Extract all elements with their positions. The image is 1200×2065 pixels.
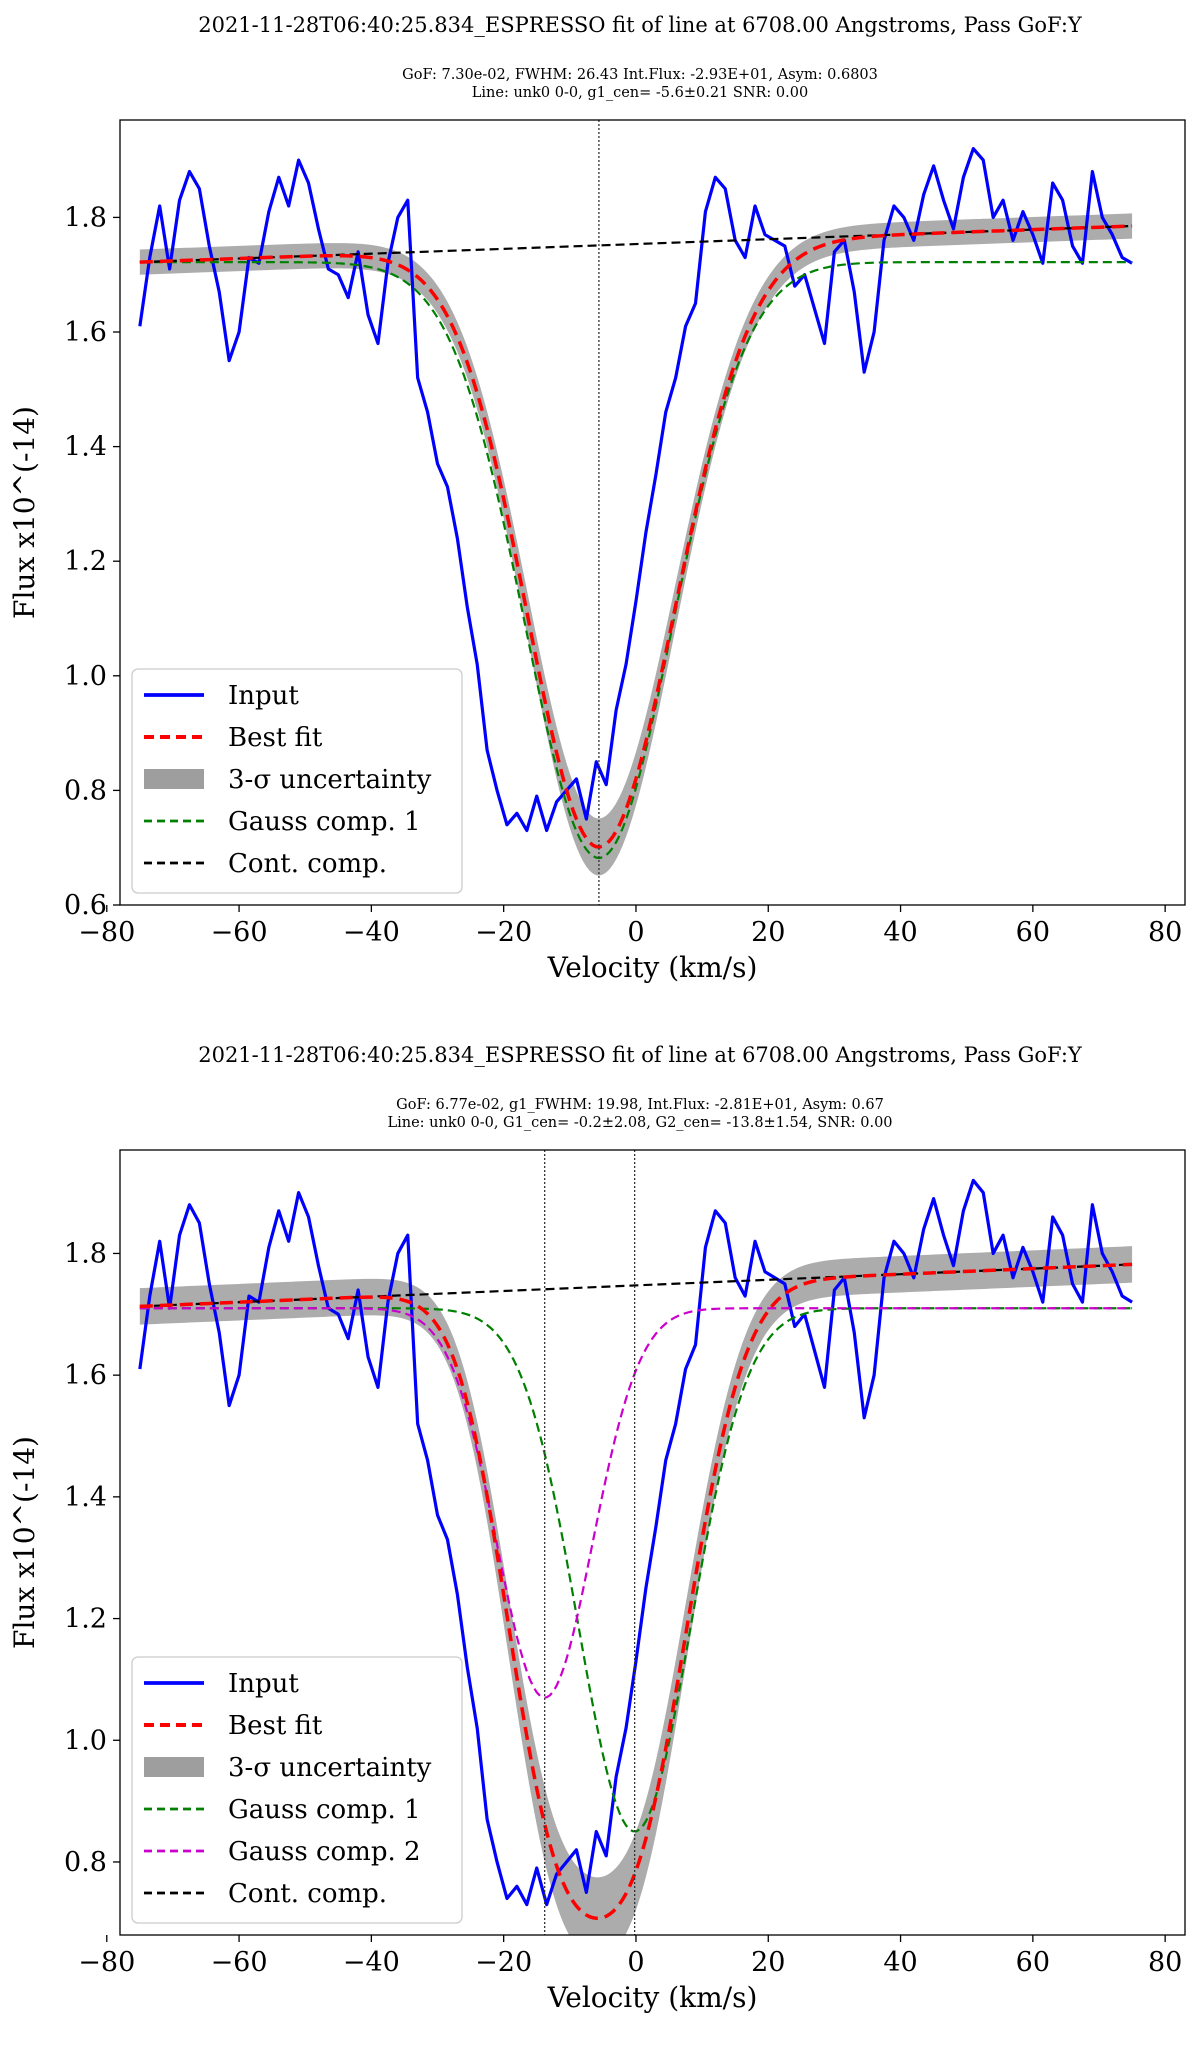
chart-title: 2021-11-28T06:40:25.834_ESPRESSO fit of … (198, 1043, 1083, 1067)
series-line-best-fit (139, 1262, 1133, 1921)
x-axis-label: Velocity (km/s) (547, 951, 758, 984)
y-tick-label: 1.2 (64, 1604, 107, 1635)
series-line-gauss-comp-1 (139, 261, 1133, 860)
series-line-input (138, 1178, 1133, 1907)
legend (131, 668, 463, 894)
figure-2: 2021-11-28T06:40:25.834_ESPRESSO fit of … (0, 1030, 1200, 2060)
chart-svg: 2021-11-28T06:40:25.834_ESPRESSO fit of … (8, 13, 1186, 984)
x-tick-label: 80 (1148, 1947, 1182, 1978)
y-tick-label: 1.6 (64, 1360, 107, 1391)
chart-subtitle-line: Line: unk0 0-0, G1_cen= -0.2±2.08, G2_ce… (387, 1115, 892, 1131)
x-tick-label: −40 (343, 1947, 400, 1978)
series-line-continuum (139, 224, 1133, 264)
x-tick-label: 0 (627, 917, 644, 948)
y-tick-label: 1.8 (64, 202, 107, 233)
legend-label: Gauss comp. 1 (228, 807, 421, 837)
plot-frame (119, 119, 1186, 906)
legend-swatch (144, 769, 204, 789)
y-axis-label: Flux x10^(-14) (8, 406, 41, 619)
y-tick-label: 0.8 (64, 1847, 107, 1878)
uncertainty-band (139, 1246, 1133, 1935)
legend-label: Best fit (228, 723, 323, 753)
legend-label: Cont. comp. (228, 1879, 387, 1909)
y-tick-label: 1.2 (64, 546, 107, 577)
legend-label: 3-σ uncertainty (228, 765, 432, 795)
x-tick-label: −80 (78, 1947, 135, 1978)
x-tick-label: 20 (751, 1947, 785, 1978)
x-tick-label: −60 (211, 1947, 268, 1978)
legend-label: Cont. comp. (228, 849, 387, 879)
plot-frame (119, 1149, 1186, 1936)
series-line-gauss-comp-1 (139, 1307, 1133, 1833)
y-tick-label: 1.6 (64, 317, 107, 348)
y-tick-label: 1.4 (64, 432, 107, 463)
x-tick-label: −20 (475, 1947, 532, 1978)
x-tick-label: −40 (343, 917, 400, 948)
y-tick-label: 1.0 (64, 661, 107, 692)
chart-subtitle-line: GoF: 7.30e-02, FWHM: 26.43 Int.Flux: -2.… (402, 67, 878, 83)
series-line-best-fit (139, 224, 1133, 849)
x-tick-label: 80 (1148, 917, 1182, 948)
series-line-input (138, 147, 1133, 833)
y-tick-label: 1.4 (64, 1482, 107, 1513)
x-tick-label: −20 (475, 917, 532, 948)
series-line-gauss-comp-2 (139, 1307, 1133, 1699)
x-tick-label: −80 (78, 917, 135, 948)
y-axis-label: Flux x10^(-14) (8, 1436, 41, 1649)
legend-swatch (144, 1757, 204, 1777)
legend-label: Best fit (228, 1711, 323, 1741)
chart-subtitle-line: GoF: 6.77e-02, g1_FWHM: 19.98, Int.Flux:… (396, 1097, 884, 1113)
chart-svg: 2021-11-28T06:40:25.834_ESPRESSO fit of … (8, 1043, 1186, 2014)
x-tick-label: −60 (211, 917, 268, 948)
x-tick-label: 20 (751, 917, 785, 948)
x-tick-label: 40 (883, 917, 917, 948)
x-axis-label: Velocity (km/s) (547, 1981, 758, 2014)
legend-label: Gauss comp. 2 (228, 1837, 421, 1867)
legend-label: Gauss comp. 1 (228, 1795, 421, 1825)
y-tick-label: 0.8 (64, 775, 107, 806)
y-tick-label: 1.8 (64, 1238, 107, 1269)
x-tick-label: 40 (883, 1947, 917, 1978)
legend-label: 3-σ uncertainty (228, 1753, 432, 1783)
legend (131, 1656, 463, 1924)
figure-1: 2021-11-28T06:40:25.834_ESPRESSO fit of … (0, 0, 1200, 1030)
x-tick-label: 60 (1016, 1947, 1050, 1978)
legend-label: Input (228, 1669, 299, 1699)
chart-title: 2021-11-28T06:40:25.834_ESPRESSO fit of … (198, 13, 1083, 37)
x-tick-label: 0 (627, 1947, 644, 1978)
y-tick-label: 0.6 (64, 890, 107, 921)
x-tick-label: 60 (1016, 917, 1050, 948)
legend-label: Input (228, 681, 299, 711)
y-tick-label: 1.0 (64, 1725, 107, 1756)
chart-subtitle-line: Line: unk0 0-0, g1_cen= -5.6±0.21 SNR: 0… (472, 85, 808, 101)
